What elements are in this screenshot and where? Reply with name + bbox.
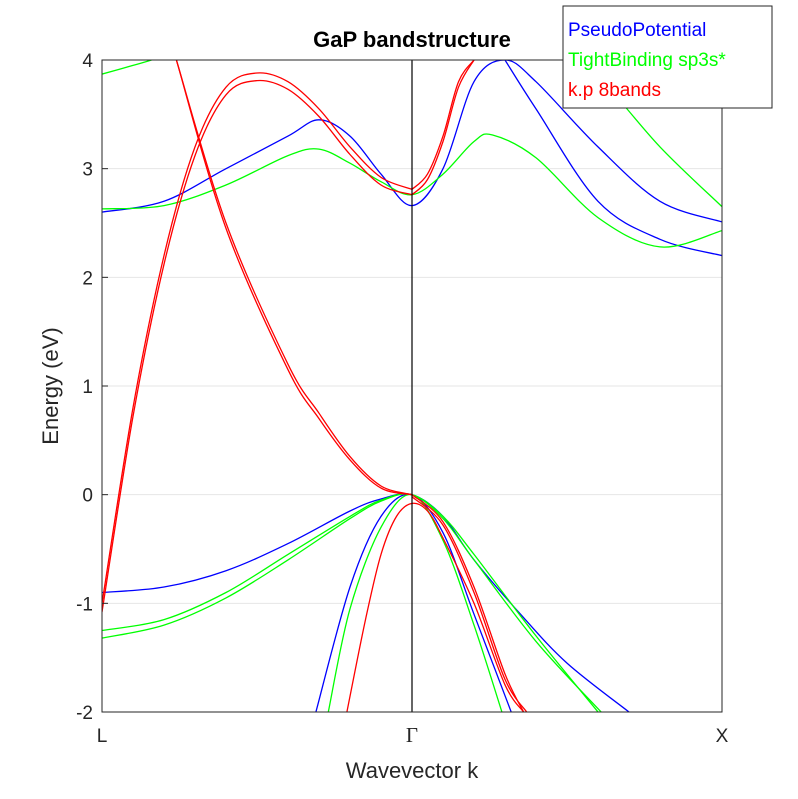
- x-axis-label: Wavevector k: [346, 758, 479, 783]
- y-tick-label: -2: [76, 703, 93, 724]
- legend-entry: TightBinding sp3s*: [568, 50, 726, 71]
- y-tick-label: 4: [82, 51, 93, 72]
- y-tick-label: 3: [82, 160, 93, 181]
- band-line: [102, 493, 599, 712]
- y-tick-label: 0: [82, 486, 93, 507]
- series-2: [102, 60, 528, 712]
- y-tick-label: 1: [82, 377, 93, 398]
- x-tick-label: X: [716, 726, 729, 747]
- band-line: [102, 79, 413, 613]
- band-curves: [102, 60, 722, 712]
- band-line: [411, 496, 528, 712]
- band-line: [175, 60, 413, 496]
- band-line: [102, 60, 152, 75]
- y-axis-label: Energy (eV): [38, 327, 63, 444]
- legend: PseudoPotential TightBinding sp3s* k.p 8ba…: [562, 5, 773, 109]
- y-tick-labels: -2 -1 0 1 2 3 4: [76, 51, 108, 724]
- legend-box: [562, 5, 773, 109]
- band-line: [411, 60, 475, 196]
- y-tick-label: 2: [82, 268, 93, 289]
- legend-entry: PseudoPotential: [568, 20, 706, 41]
- band-line: [102, 72, 413, 604]
- band-line: [411, 494, 525, 712]
- band-line: [102, 493, 602, 712]
- chart-title: GaP bandstructure: [313, 27, 511, 52]
- x-tick-label: Γ: [406, 723, 418, 747]
- band-line: [411, 60, 475, 190]
- band-line: [346, 502, 525, 712]
- band-line: [102, 60, 722, 223]
- band-line: [175, 60, 413, 496]
- x-tick-label: L: [97, 726, 108, 747]
- y-tick-label: -1: [76, 594, 93, 615]
- legend-entry: k.p 8bands: [568, 80, 661, 101]
